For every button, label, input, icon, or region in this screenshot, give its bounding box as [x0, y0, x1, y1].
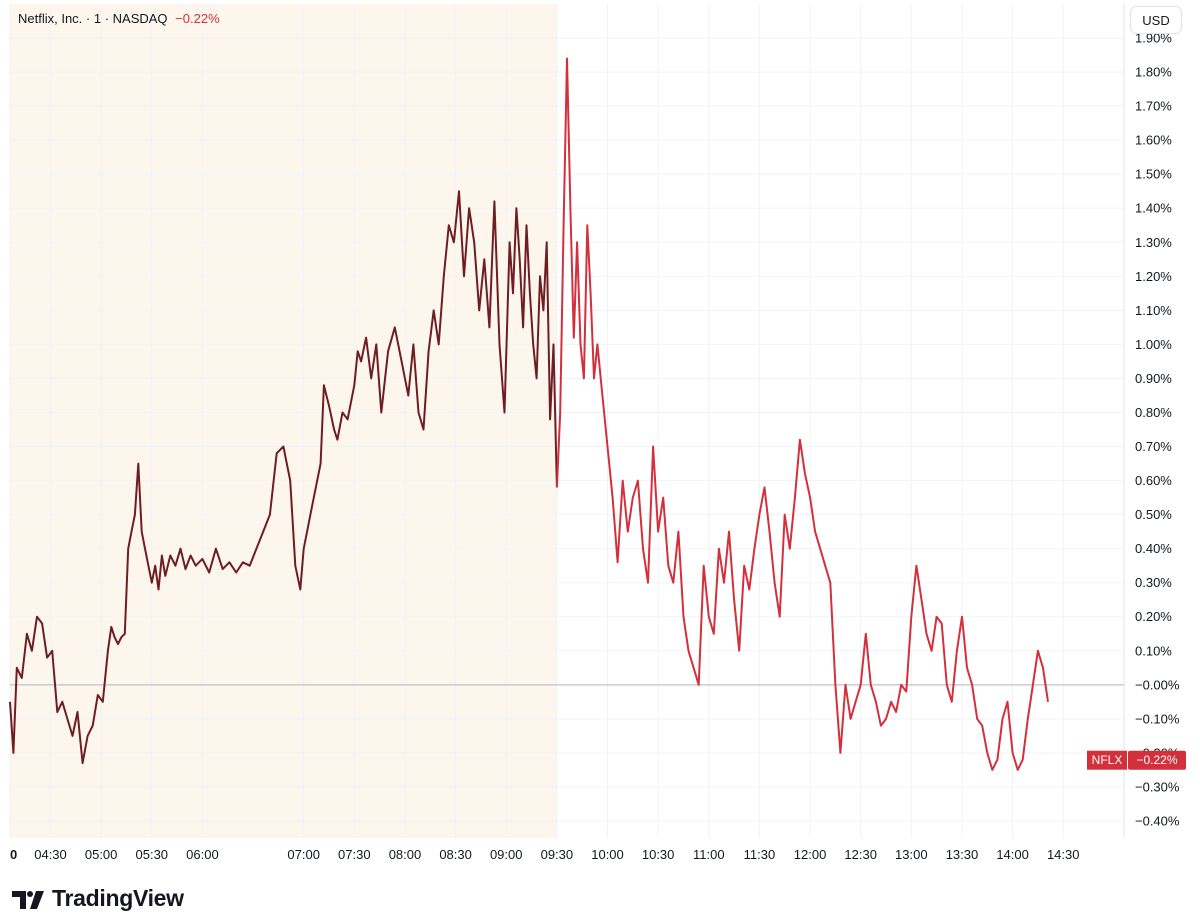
x-tick-label: 0 — [10, 847, 17, 862]
y-tick-label: 1.70% — [1135, 99, 1172, 114]
y-tick-label: −0.10% — [1135, 711, 1180, 726]
y-tick-label: −0.00% — [1135, 677, 1180, 692]
x-tick-label: 13:30 — [946, 847, 979, 862]
x-tick-label: 12:00 — [794, 847, 827, 862]
tradingview-logo[interactable]: TradingView — [12, 885, 184, 912]
x-tick-label: 07:00 — [287, 847, 320, 862]
last-price-tag: NFLX −0.22% — [1087, 750, 1186, 770]
currency-button[interactable]: USD — [1130, 6, 1182, 34]
tradingview-logo-icon — [12, 890, 44, 909]
chart-axis-layer: 1.90% 1.80% 1.70% 1.60% 1.50% 1.40% 1.30% 1.20%… — [10, 31, 1186, 862]
symbol-text: Netflix, Inc. · 1 · NASDAQ — [18, 11, 168, 26]
chart-background-layer — [10, 4, 557, 838]
x-tick-label: 08:00 — [389, 847, 422, 862]
x-tick-label: 07:30 — [338, 847, 371, 862]
y-tick-label: 0.30% — [1135, 575, 1172, 590]
chart-series-layer — [9, 57, 1049, 771]
ticker-label: NFLX — [1092, 753, 1123, 767]
y-tick-label: 0.60% — [1135, 473, 1172, 488]
y-tick-label: 0.80% — [1135, 405, 1172, 420]
last-price-value: −0.22% — [1136, 753, 1177, 767]
x-tick-label: 13:00 — [895, 847, 928, 862]
y-tick-label: 0.50% — [1135, 507, 1172, 522]
x-tick-label: 14:00 — [996, 847, 1029, 862]
y-tick-label: 1.80% — [1135, 65, 1172, 80]
x-tick-label: 05:30 — [136, 847, 169, 862]
brand-name: TradingView — [52, 885, 184, 911]
y-tick-label: 1.50% — [1135, 167, 1172, 182]
y-tick-label: 1.20% — [1135, 269, 1172, 284]
x-tick-label: 06:00 — [186, 847, 219, 862]
y-tick-label: 0.20% — [1135, 609, 1172, 624]
x-tick-label: 12:30 — [844, 847, 877, 862]
pre-market-line — [9, 190, 558, 765]
y-tick-label: 0.40% — [1135, 541, 1172, 556]
x-tick-label: 14:30 — [1047, 847, 1080, 862]
premarket-region — [10, 4, 557, 838]
x-tick-label: 11:30 — [744, 847, 776, 862]
regular-line — [555, 57, 1049, 771]
y-tick-label: 1.10% — [1135, 303, 1172, 318]
y-tick-label: 1.30% — [1135, 235, 1172, 250]
x-tick-label: 05:00 — [85, 847, 118, 862]
y-tick-label: 1.00% — [1135, 337, 1172, 352]
y-tick-label: 0.10% — [1135, 643, 1172, 658]
x-tick-label: 08:30 — [439, 847, 472, 862]
x-tick-label: 09:00 — [490, 847, 523, 862]
x-tick-label: 10:00 — [591, 847, 624, 862]
x-tick-label: 04:30 — [34, 847, 67, 862]
last-price-badge — [1128, 750, 1186, 770]
y-tick-label: 1.90% — [1135, 31, 1172, 46]
change-text: −0.22% — [175, 11, 220, 26]
y-tick-label: −0.40% — [1135, 813, 1180, 828]
symbol-legend[interactable]: Netflix, Inc. · 1 · NASDAQ −0.22% — [18, 11, 220, 26]
y-tick-label: −0.30% — [1135, 779, 1180, 794]
y-tick-label: 0.90% — [1135, 371, 1172, 386]
y-tick-label: 1.60% — [1135, 133, 1172, 148]
y-tick-label: 1.40% — [1135, 201, 1172, 216]
x-tick-label: 09:30 — [541, 847, 574, 862]
x-tick-label: 11:00 — [693, 847, 725, 862]
ticker-badge — [1087, 750, 1127, 770]
y-tick-label: 0.70% — [1135, 439, 1172, 454]
x-tick-label: 10:30 — [642, 847, 675, 862]
chart-grid-layer — [9, 4, 1125, 838]
